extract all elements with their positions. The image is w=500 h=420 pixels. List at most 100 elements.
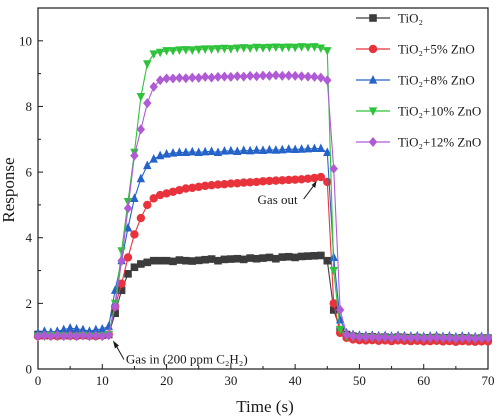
data-point xyxy=(130,230,139,239)
legend-item: TiO₂+8% ZnO xyxy=(356,73,475,88)
data-point xyxy=(361,332,371,343)
data-point xyxy=(310,173,319,183)
data-point xyxy=(200,45,210,55)
data-point xyxy=(175,46,184,56)
data-point xyxy=(111,309,119,318)
data-point xyxy=(143,160,152,170)
data-point xyxy=(239,44,248,53)
y-tick-label: 10 xyxy=(19,33,32,48)
data-point xyxy=(188,257,197,265)
data-point xyxy=(130,193,139,202)
data-point xyxy=(143,200,152,210)
legend-label: TiO₂ xyxy=(398,11,423,26)
data-point xyxy=(335,314,345,324)
data-point xyxy=(226,45,236,54)
data-point xyxy=(213,45,223,54)
data-point xyxy=(233,254,242,263)
y-tick-label: 4 xyxy=(26,230,33,245)
data-point xyxy=(290,43,300,53)
data-point xyxy=(194,72,203,83)
data-point xyxy=(419,333,428,344)
data-point xyxy=(290,175,300,184)
data-point xyxy=(284,252,293,261)
data-point xyxy=(175,185,184,195)
annotation-gas-in: Gas in (200 ppm C₂H₂) xyxy=(126,351,248,366)
data-point xyxy=(155,150,165,160)
data-point xyxy=(245,44,255,54)
series-layer xyxy=(33,43,493,346)
data-point xyxy=(278,144,287,154)
data-point xyxy=(136,173,146,183)
data-point xyxy=(233,179,242,188)
data-point xyxy=(451,333,461,344)
data-point xyxy=(130,263,139,272)
data-point xyxy=(143,98,152,109)
data-point xyxy=(432,332,441,343)
data-point xyxy=(290,144,300,154)
legend-marker xyxy=(368,75,378,84)
data-point xyxy=(168,148,178,157)
data-point xyxy=(214,256,222,265)
annotation-arrowhead-out xyxy=(311,181,317,189)
data-point xyxy=(194,45,203,55)
data-point xyxy=(303,43,313,53)
data-point xyxy=(297,144,306,153)
data-point xyxy=(278,43,287,53)
y-tick-label: 0 xyxy=(26,362,33,377)
data-point xyxy=(239,145,248,155)
data-point xyxy=(297,71,306,82)
legend-marker xyxy=(368,137,378,147)
data-point xyxy=(175,72,184,83)
data-point xyxy=(220,255,229,264)
data-point xyxy=(438,333,448,344)
data-point xyxy=(297,252,306,261)
legend-label: TiO₂+8% ZnO xyxy=(398,73,475,88)
data-point xyxy=(168,47,178,56)
data-point xyxy=(117,286,126,295)
data-point xyxy=(239,255,248,264)
x-tick-label: 0 xyxy=(35,373,42,388)
data-point xyxy=(291,253,299,262)
data-point xyxy=(124,270,132,278)
data-point xyxy=(194,256,203,265)
legend-item: TiO₂+12% ZnO xyxy=(356,135,481,150)
data-point xyxy=(123,198,133,207)
x-tick-label: 60 xyxy=(417,373,430,388)
data-point xyxy=(278,176,287,185)
data-point xyxy=(258,44,268,53)
legend-item: TiO₂ xyxy=(356,11,423,26)
data-point xyxy=(342,329,351,340)
annotation-arrowhead-in xyxy=(112,340,119,349)
y-tick-label: 2 xyxy=(26,296,33,311)
data-point xyxy=(110,301,120,312)
y-tick-label: 6 xyxy=(26,165,33,180)
data-point xyxy=(207,45,216,55)
data-point xyxy=(387,332,396,343)
data-point xyxy=(226,145,236,155)
data-point xyxy=(355,331,364,342)
data-point xyxy=(149,50,158,59)
data-point xyxy=(284,70,293,81)
data-point xyxy=(310,43,319,52)
data-point xyxy=(181,46,191,55)
data-point xyxy=(104,330,113,341)
data-point xyxy=(304,252,312,260)
x-tick-label: 40 xyxy=(289,373,302,388)
data-point xyxy=(245,70,255,81)
data-point xyxy=(329,306,338,314)
data-point xyxy=(272,254,280,263)
data-point xyxy=(91,324,101,334)
data-point xyxy=(220,180,229,189)
x-tick-label: 70 xyxy=(482,373,495,388)
data-point xyxy=(290,70,300,81)
data-point xyxy=(464,333,473,344)
data-point xyxy=(303,143,313,153)
data-point xyxy=(136,93,146,102)
data-point xyxy=(78,324,88,334)
data-point xyxy=(246,254,254,262)
data-point xyxy=(98,331,107,342)
data-point xyxy=(227,255,235,263)
data-point xyxy=(329,266,338,276)
data-point xyxy=(169,257,177,266)
